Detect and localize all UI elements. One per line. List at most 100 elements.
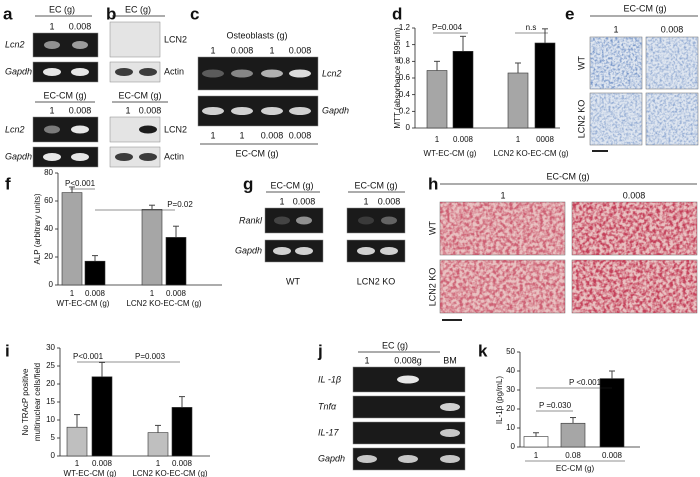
y-tick-label: 0.2 — [399, 106, 411, 115]
group-label: EC-CM (g) — [556, 464, 595, 473]
annotation: P<0.001 — [65, 179, 96, 188]
bar — [171, 407, 193, 457]
label: Osteoblasts (g) — [226, 30, 287, 40]
x-tick-label: 1 — [516, 135, 521, 144]
y-tick-label: 40 — [506, 366, 515, 375]
y-tick-label: 5 — [51, 433, 56, 442]
band — [44, 41, 60, 49]
blot — [109, 21, 161, 58]
panel-label: i — [5, 341, 10, 360]
y-axis-label: multinuclear cells/field — [33, 363, 42, 441]
bar — [452, 51, 474, 129]
bar — [147, 432, 169, 457]
band — [397, 375, 419, 384]
label: 0.008 — [293, 196, 316, 206]
x-tick-label: 0.008 — [85, 289, 106, 298]
label: 1 — [364, 355, 369, 365]
label: 1 — [363, 196, 368, 206]
y-tick-label: 0.8 — [399, 56, 411, 65]
band — [380, 247, 398, 255]
label: 0.008g — [394, 355, 422, 365]
micrograph-texture — [646, 37, 698, 89]
label: WT — [576, 56, 586, 70]
label: EC-CM (g) — [355, 180, 398, 190]
micrograph-texture — [590, 93, 642, 145]
label: Rankl — [239, 215, 263, 225]
bar — [141, 209, 163, 286]
label: EC-CM (g) — [236, 148, 279, 158]
band — [261, 69, 283, 78]
bar — [165, 237, 187, 286]
label: EC-CM (g) — [624, 3, 667, 13]
micrograph-texture — [440, 260, 565, 313]
y-tick-label: 25 — [46, 361, 55, 370]
y-tick-label: 80 — [44, 168, 53, 177]
label: 0.008 — [289, 130, 312, 140]
band — [139, 153, 157, 161]
label: 0.008 — [261, 130, 284, 140]
group-label: WT-EC-CM (g) — [64, 469, 117, 477]
group-label: WT-EC-CM (g) — [57, 299, 110, 308]
label: WT — [286, 276, 300, 286]
band — [357, 455, 377, 463]
label: 0.008 — [378, 196, 401, 206]
label: EC-CM (g) — [547, 171, 590, 181]
annotation: P=0.004 — [432, 23, 463, 32]
y-tick-label: 50 — [506, 347, 515, 356]
x-tick-label: 0.008 — [453, 135, 474, 144]
bar — [61, 192, 83, 286]
bar — [534, 42, 556, 129]
bar — [599, 378, 625, 448]
band — [71, 68, 89, 76]
annotation: P =0.030 — [539, 401, 572, 410]
x-tick-label: 1 — [70, 289, 75, 298]
y-tick-label: 15 — [46, 397, 55, 406]
annotation: P<0.001 — [73, 352, 104, 361]
y-tick-label: 60 — [44, 196, 53, 205]
y-axis-label: MTT (absorbance at 595nm) — [393, 27, 402, 129]
label: 0.008 — [139, 105, 162, 115]
band — [231, 69, 253, 78]
label: EC (g) — [49, 4, 75, 14]
label: EC (g) — [382, 340, 408, 350]
label: LCN2 KO — [576, 100, 586, 139]
y-tick-label: 20 — [506, 404, 515, 413]
band — [296, 216, 312, 225]
micrograph-texture — [440, 202, 565, 255]
x-tick-label: 0.008 — [172, 459, 193, 468]
y-tick-label: 0 — [49, 280, 54, 289]
band — [440, 403, 460, 411]
bar — [84, 260, 106, 286]
micrograph-texture — [646, 93, 698, 145]
label: Gapdh — [5, 151, 32, 161]
panel-label: e — [565, 4, 574, 23]
band — [440, 429, 460, 437]
label: IL-17 — [318, 427, 340, 437]
y-axis-label: IL-1β (pg/mL) — [495, 376, 504, 425]
micrograph-texture — [572, 260, 697, 313]
band — [202, 69, 224, 78]
gel — [264, 207, 324, 234]
panel-label: h — [428, 174, 438, 193]
label: EC-CM (g) — [271, 180, 314, 190]
label: 1 — [210, 130, 215, 140]
x-tick-label: 0.008 — [602, 451, 623, 460]
gel — [32, 32, 99, 58]
gel — [32, 146, 99, 168]
bar — [523, 436, 549, 448]
band — [261, 107, 283, 115]
y-tick-label: 30 — [506, 385, 515, 394]
label: 0.008 — [623, 190, 646, 200]
label: Lcn2 — [322, 68, 342, 78]
gel — [352, 395, 466, 419]
band — [139, 125, 157, 134]
band — [381, 216, 397, 225]
x-tick-label: 0.008 — [166, 289, 187, 298]
band — [115, 153, 133, 161]
panel-label: k — [478, 341, 488, 360]
annotation: P=0.02 — [167, 200, 193, 209]
annotation: P=0.003 — [135, 352, 166, 361]
y-tick-label: 40 — [44, 224, 53, 233]
y-tick-label: 1 — [406, 40, 411, 49]
